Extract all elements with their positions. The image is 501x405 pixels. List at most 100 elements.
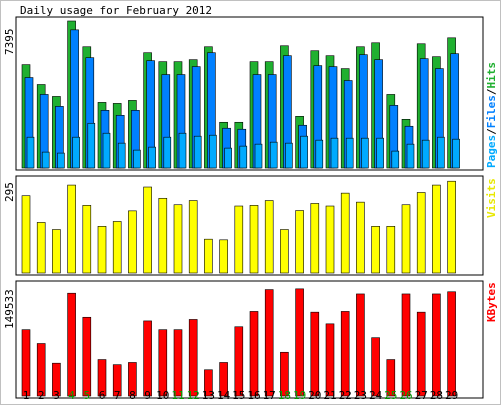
visits-ymax-label: 295: [3, 182, 16, 202]
x-tick-label: 20: [308, 389, 321, 402]
x-tick-label: 27: [415, 389, 428, 402]
pages-bar: [406, 143, 415, 169]
x-tick-label: 18: [278, 389, 291, 402]
kbytes-bar: [21, 329, 31, 397]
x-tick-label: 19: [293, 389, 306, 402]
x-tick-label: 12: [187, 389, 200, 402]
pages-bar: [224, 147, 232, 169]
visits-legend: Visits: [485, 178, 498, 218]
pages-bar: [391, 150, 400, 169]
visits-bar: [432, 184, 441, 274]
pages-bar: [178, 132, 187, 169]
visits-bar: [371, 226, 380, 274]
visits-bar: [112, 221, 122, 274]
visits-bar: [416, 192, 426, 274]
pages-bar: [148, 146, 156, 169]
kbytes-bar: [97, 359, 107, 397]
x-tick-label: 26: [399, 389, 412, 402]
visits-bar: [401, 204, 411, 274]
pages-bar: [193, 135, 202, 169]
kbytes-bar: [416, 311, 426, 397]
kbytes-bar: [295, 288, 304, 397]
x-axis-labels: 1 2 3 4 5 6 7 8 9 10 11 12 13 14 15 16 17 18 19 20 21 22 23 24 2…: [23, 389, 459, 402]
x-tick-label: 7: [114, 389, 121, 402]
pages-bar: [345, 137, 354, 169]
kbytes-bar: [204, 369, 213, 397]
visits-bar: [188, 200, 198, 274]
visits-bar: [173, 204, 183, 274]
x-tick-label: 2: [38, 389, 45, 402]
kbytes-ymax-label: 149533: [3, 289, 16, 329]
visits-bar: [143, 186, 152, 274]
visits-bar: [340, 192, 350, 274]
pages-bar: [87, 122, 96, 169]
x-tick-label: 15: [232, 389, 245, 402]
legend-sep-1: /: [485, 128, 498, 135]
x-tick-label: 11: [171, 389, 184, 402]
kbytes-bar: [356, 293, 365, 397]
visits-bar: [310, 203, 320, 274]
kbytes-bar: [325, 323, 335, 397]
pages-bar: [254, 143, 263, 169]
visits-bar: [36, 222, 46, 274]
visits-bar: [52, 229, 61, 274]
pages-bar: [117, 142, 126, 169]
visits-bar: [295, 210, 304, 274]
x-tick-label: 23: [354, 389, 367, 402]
visits-bar: [447, 180, 456, 274]
pages-bar: [330, 137, 339, 169]
visits-bar: [234, 205, 244, 274]
pages-bar: [376, 137, 384, 169]
x-tick-label: 14: [217, 389, 231, 402]
x-tick-label: 24: [369, 389, 383, 402]
pages-bar: [72, 136, 80, 169]
kbytes-bar: [234, 326, 244, 397]
legend-pages: Pages: [485, 135, 498, 168]
x-tick-label: 21: [323, 389, 336, 402]
kbytes-legend: KBytes: [485, 282, 498, 322]
hits-legend: Pages/Files/Hits: [485, 62, 498, 168]
legend-hits: Hits: [485, 62, 498, 89]
visits-bar: [67, 184, 76, 274]
pages-bar: [361, 137, 369, 169]
chart-title: Daily usage for February 2012: [20, 4, 212, 17]
kbytes-bars: [21, 288, 456, 397]
pages-bar: [41, 151, 50, 169]
hits-bars: [21, 20, 460, 169]
kbytes-bar: [188, 319, 198, 397]
kbytes-bar: [371, 337, 380, 397]
x-tick-label: 10: [156, 389, 169, 402]
x-tick-label: 4: [68, 389, 75, 402]
kbytes-bar: [447, 291, 456, 397]
pages-bar: [163, 136, 172, 169]
visits-bar: [82, 205, 92, 274]
kbytes-bar: [36, 343, 46, 397]
x-tick-label: 25: [384, 389, 397, 402]
x-tick-label: 22: [339, 389, 352, 402]
pages-bar: [315, 139, 324, 169]
pages-bar: [452, 138, 460, 169]
visits-bar: [280, 229, 289, 274]
pages-bar: [285, 142, 293, 169]
pages-bar: [437, 136, 445, 169]
x-tick-label: 17: [263, 389, 276, 402]
kbytes-bar: [52, 362, 61, 397]
kbytes-bar: [112, 364, 122, 397]
kbytes-bar: [432, 293, 441, 397]
visits-bar: [219, 239, 228, 274]
visits-bar: [386, 226, 396, 274]
visits-bar: [204, 238, 213, 274]
hits-ymax-label: 7395: [3, 29, 16, 56]
visits-bar: [264, 200, 274, 274]
kbytes-bar: [264, 289, 274, 397]
x-tick-label: 28: [430, 389, 443, 402]
kbytes-bar: [249, 311, 259, 397]
legend-files: Files: [485, 95, 498, 128]
visits-bar: [97, 226, 107, 274]
x-tick-label: 16: [247, 389, 260, 402]
kbytes-bar: [158, 329, 168, 397]
kbytes-bar: [401, 293, 411, 397]
visits-bar: [128, 210, 137, 274]
x-tick-label: 5: [83, 389, 90, 402]
